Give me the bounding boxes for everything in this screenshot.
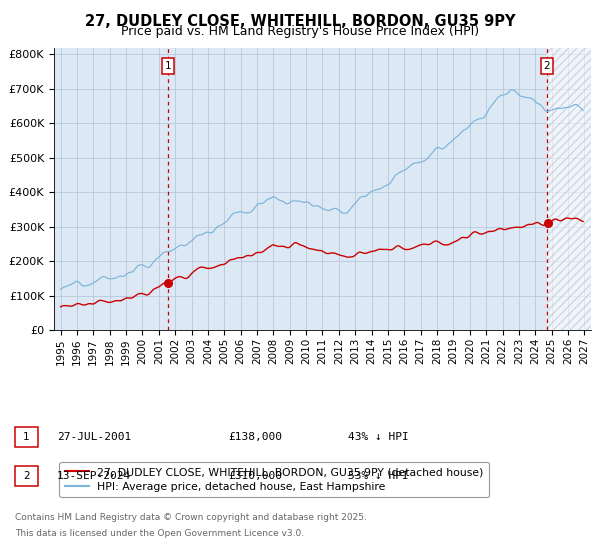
Legend: 27, DUDLEY CLOSE, WHITEHILL, BORDON, GU35 9PY (detached house), HPI: Average pri: 27, DUDLEY CLOSE, WHITEHILL, BORDON, GU3… [59,461,489,497]
Bar [547,48,600,330]
Text: Price paid vs. HM Land Registry's House Price Index (HPI): Price paid vs. HM Land Registry's House … [121,25,479,38]
Text: 1: 1 [23,432,30,442]
Text: 2: 2 [544,61,550,71]
Text: 27-JUL-2001: 27-JUL-2001 [57,432,131,442]
Text: 27, DUDLEY CLOSE, WHITEHILL, BORDON, GU35 9PY: 27, DUDLEY CLOSE, WHITEHILL, BORDON, GU3… [85,14,515,29]
Text: 13-SEP-2024: 13-SEP-2024 [57,471,131,481]
Text: £310,000: £310,000 [228,471,282,481]
Text: 43% ↓ HPI: 43% ↓ HPI [348,432,409,442]
Text: Contains HM Land Registry data © Crown copyright and database right 2025.: Contains HM Land Registry data © Crown c… [15,514,367,522]
Text: 1: 1 [165,61,172,71]
Text: 53% ↓ HPI: 53% ↓ HPI [348,471,409,481]
Text: This data is licensed under the Open Government Licence v3.0.: This data is licensed under the Open Gov… [15,529,304,538]
Text: 2: 2 [23,471,30,481]
Text: £138,000: £138,000 [228,432,282,442]
